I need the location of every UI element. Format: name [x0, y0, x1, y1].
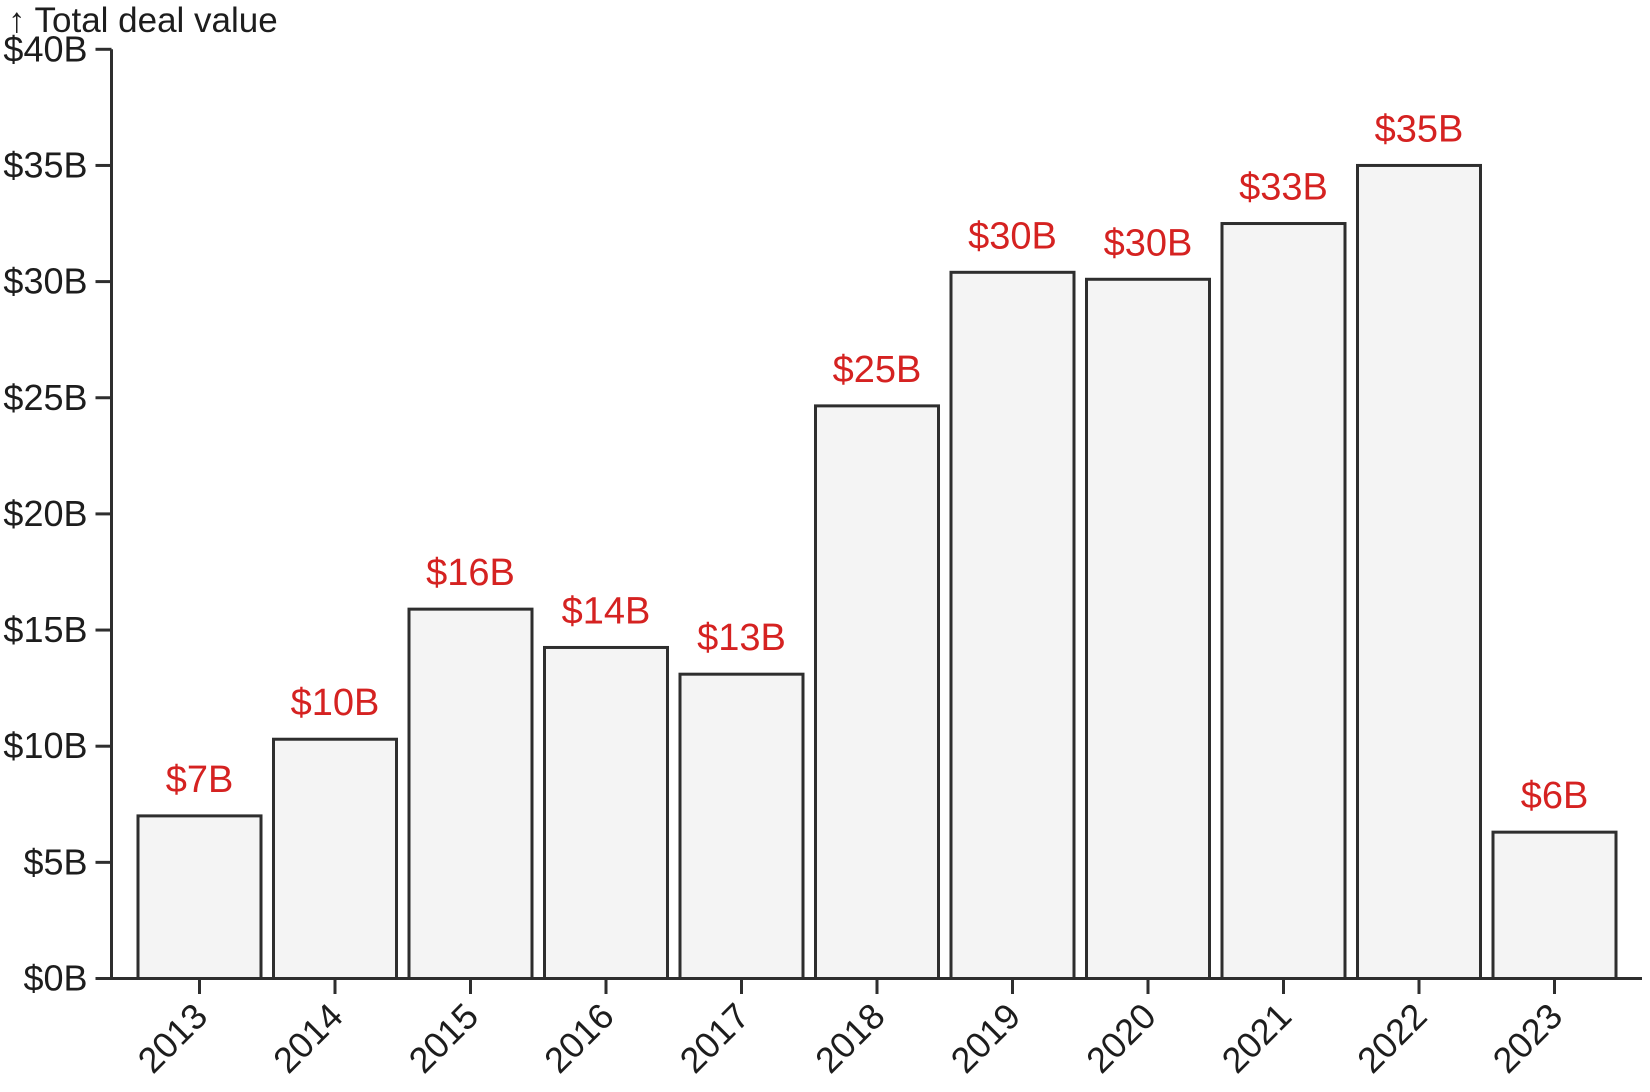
x-tick-label: 2020 [1078, 995, 1164, 1081]
bar-value-label: $30B [1104, 222, 1193, 264]
y-tick-label: $30B [3, 261, 87, 302]
bar-value-label: $35B [1375, 108, 1464, 150]
bar-value-label: $7B [166, 759, 234, 801]
x-tick-label: 2023 [1485, 995, 1571, 1081]
up-arrow-icon: ↑ [8, 1, 26, 40]
y-tick-label: $10B [3, 725, 87, 766]
x-tick-label: 2014 [265, 995, 351, 1081]
y-tick-label: $5B [23, 841, 87, 882]
y-tick-label: $25B [3, 377, 87, 418]
bar-value-label: $25B [833, 349, 922, 391]
bar-2013[interactable] [136, 814, 263, 981]
bar-value-label: $33B [1239, 167, 1328, 209]
bar-2021[interactable] [1220, 222, 1347, 980]
bar-value-label: $14B [562, 590, 651, 632]
bar-value-label: $13B [697, 617, 786, 659]
y-tick-label: $40B [3, 28, 87, 69]
bar-2018[interactable] [814, 404, 940, 980]
y-tick-label: $20B [3, 493, 87, 534]
bar-value-label: $6B [1521, 775, 1589, 817]
y-axis-title-text: Total deal value [34, 1, 278, 40]
x-tick-label: 2018 [807, 995, 893, 1081]
bar-2015[interactable] [407, 607, 534, 980]
bar-2017[interactable] [678, 672, 805, 980]
x-tick-label: 2017 [672, 995, 758, 1081]
bar-value-label: $10B [291, 682, 380, 724]
bar-2020[interactable] [1085, 277, 1211, 981]
bar-2023[interactable] [1491, 830, 1618, 980]
bar-2016[interactable] [543, 645, 669, 980]
bar-value-label: $16B [426, 552, 515, 594]
y-axis-title: ↑ Total deal value [8, 1, 278, 41]
x-tick-label: 2016 [536, 995, 622, 1081]
y-tick-label: $0B [23, 958, 87, 999]
y-tick-label: $35B [3, 144, 87, 185]
x-tick-label: 2013 [130, 995, 216, 1081]
bar-2014[interactable] [272, 737, 398, 981]
x-tick-label: 2022 [1349, 995, 1435, 1081]
x-tick-label: 2019 [943, 995, 1029, 1081]
bar-value-label: $30B [968, 215, 1057, 257]
x-tick-label: 2021 [1214, 995, 1300, 1081]
x-tick-label: 2015 [401, 995, 487, 1081]
bar-2022[interactable] [1356, 163, 1482, 980]
y-tick-label: $15B [3, 609, 87, 650]
bar-2019[interactable] [949, 270, 1076, 981]
